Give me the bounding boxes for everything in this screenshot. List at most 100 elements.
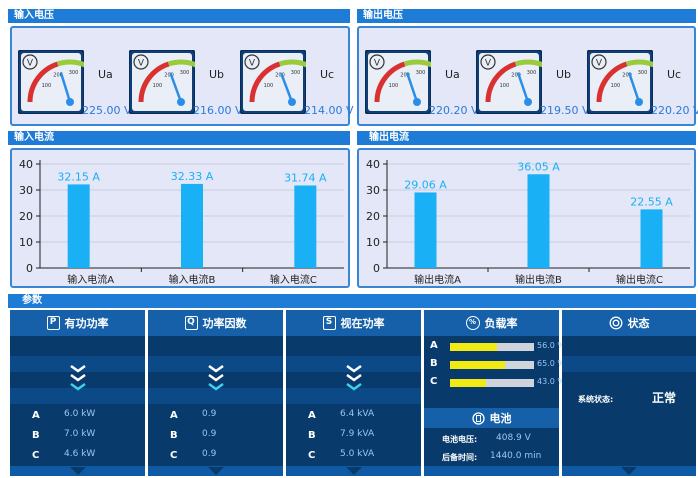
x-tick-label: 输出电流B (515, 273, 562, 286)
status-card: 状态 系统状态: 正常 (562, 310, 696, 476)
load-bar-track (450, 361, 534, 369)
load-rate-title: 负载率 (484, 317, 518, 330)
chevron-down-icon (207, 364, 224, 391)
gauge-tick-label: 100 (500, 83, 510, 89)
battery-voltage-value: 408.9 V (496, 433, 531, 443)
gauge-needle (406, 72, 419, 104)
stripe (286, 388, 421, 404)
load-bar-c: C 43.0 % (430, 376, 565, 390)
bar-data-label: 31.74 A (284, 171, 327, 184)
gauge-tick-label: 100 (153, 83, 163, 89)
x-tick-label: 输出电流C (616, 273, 663, 286)
bar-data-label: 22.55 A (630, 195, 673, 208)
gauge-unit: V (485, 59, 492, 69)
gauge-value: 225.00 V (82, 104, 132, 117)
phase-value: 7.9 kVA (340, 429, 375, 439)
gauge-unit: V (27, 59, 34, 69)
phase-label: C (308, 450, 316, 461)
battery-title: 电池 (489, 412, 512, 425)
phase-label: C (170, 450, 178, 461)
load-bar-fill (450, 343, 498, 351)
gauge-tick-label: 400 (305, 76, 306, 82)
gauge-tick-label: 100 (42, 83, 52, 89)
bar (294, 185, 317, 268)
active-power-head: P 有功功率 (10, 310, 145, 336)
power-factor-head: Q 功率因数 (148, 310, 283, 336)
active-power-title: 有功功率 (64, 317, 109, 330)
bar (181, 183, 203, 268)
power-factor-title: 功率因数 (202, 317, 247, 330)
load-rate-head: % 负载率 (424, 310, 559, 336)
phase-label: A (430, 340, 438, 351)
stripe (10, 388, 145, 404)
phase-label: B (308, 430, 316, 441)
gauge-needle (517, 72, 530, 104)
voltage-gauge: 100200300400500V (476, 50, 542, 114)
voltage-gauge: 100200300400500V (18, 50, 84, 114)
input-voltage-panel: 100200300400500VUa225.00 V10020030040050… (10, 26, 354, 126)
gauge-needle (628, 72, 641, 104)
phase-value: 0.9 (202, 429, 217, 439)
table-row: A 6.0 kW (10, 406, 145, 426)
phase-value: 6.0 kW (64, 409, 96, 419)
y-tick-label: 30 (19, 184, 33, 197)
params-header: 参数 (8, 294, 696, 308)
q-badge-icon: Q (184, 316, 198, 330)
phase-label: A (170, 410, 178, 421)
gauge-value: 220.20 V (651, 104, 698, 117)
table-row: C 0.9 (148, 446, 283, 466)
bar-data-label: 32.15 A (57, 170, 100, 183)
voltage-gauge: 100200300400500V (365, 50, 431, 114)
gauge-value: 220.20 V (429, 104, 479, 117)
phase-value: 6.4 kVA (340, 409, 375, 419)
y-tick-label: 0 (26, 262, 33, 275)
phase-value: 4.6 kW (64, 449, 96, 459)
load-value: 43.0 % (537, 377, 565, 386)
voltage-gauge: 100200300400500V (240, 50, 306, 114)
load-bar-a: A 56.0 % (430, 340, 565, 354)
gauge-tick-label: 100 (611, 83, 621, 89)
active-power-rows: A 6.0 kW B 7.0 kW C 4.6 kW (10, 406, 145, 466)
gauge-tick-label: 200 (164, 73, 174, 79)
input-current-header: 输入电流 (8, 131, 350, 145)
y-tick-label: 40 (366, 158, 380, 171)
battery-icon (471, 411, 485, 425)
load-value: 65.0 % (537, 359, 565, 368)
battery-head: 电池 (424, 408, 559, 428)
output-current-panel: 0 10 20 30 40 29.06 A 输出电流A 36.05 A 输出电流B 22.55 A… (357, 148, 696, 288)
s-badge-icon: S (322, 316, 336, 330)
gauge-tick-label: 100 (389, 83, 399, 89)
apparent-power-title: 视在功率 (340, 317, 385, 330)
phase-label: C (32, 450, 40, 461)
phase-label: B (430, 358, 438, 369)
gauge-tick-label: 300 (180, 70, 190, 76)
y-tick-label: 10 (19, 236, 33, 249)
phase-value: 7.0 kW (64, 429, 96, 439)
gauge-value: 214.00 V (304, 104, 354, 117)
y-tick-label: 20 (19, 210, 33, 223)
gauge-unit: V (138, 59, 145, 69)
y-tick-label: 20 (366, 210, 380, 223)
gauge-phase-label: Ub (209, 68, 225, 81)
card-footer (286, 466, 421, 476)
chevron-down-icon (345, 364, 362, 391)
phase-label: A (308, 410, 316, 421)
battery-voltage-label: 电池电压: (442, 435, 478, 444)
output-voltage-panel: 100200300400500VUa220.20 V10020030040050… (357, 26, 698, 126)
phase-label: A (32, 410, 40, 421)
input-current-panel: 0 10 20 30 40 32.15 A 输入电流A 32.33 A 输入电流B 31.74 A… (10, 148, 350, 288)
load-bar-track (450, 379, 534, 387)
phase-label: B (32, 430, 40, 441)
gauge-tick-label: 300 (69, 70, 79, 76)
output-voltage-title: 输出电压 (363, 10, 403, 21)
stripe (10, 356, 145, 372)
power-factor-card: Q 功率因数 A 0.9 B 0.9 C 0.9 (148, 310, 283, 476)
x-tick-label: 输入电流B (169, 273, 216, 286)
load-bar-fill (450, 379, 487, 387)
percent-icon: % (465, 316, 480, 330)
bar-data-label: 29.06 A (404, 178, 447, 191)
gauge-tick-label: 300 (291, 70, 301, 76)
table-row: B 7.0 kW (10, 426, 145, 446)
table-row: B 7.9 kVA (286, 426, 421, 446)
gauge-tick-label: 200 (53, 73, 63, 79)
